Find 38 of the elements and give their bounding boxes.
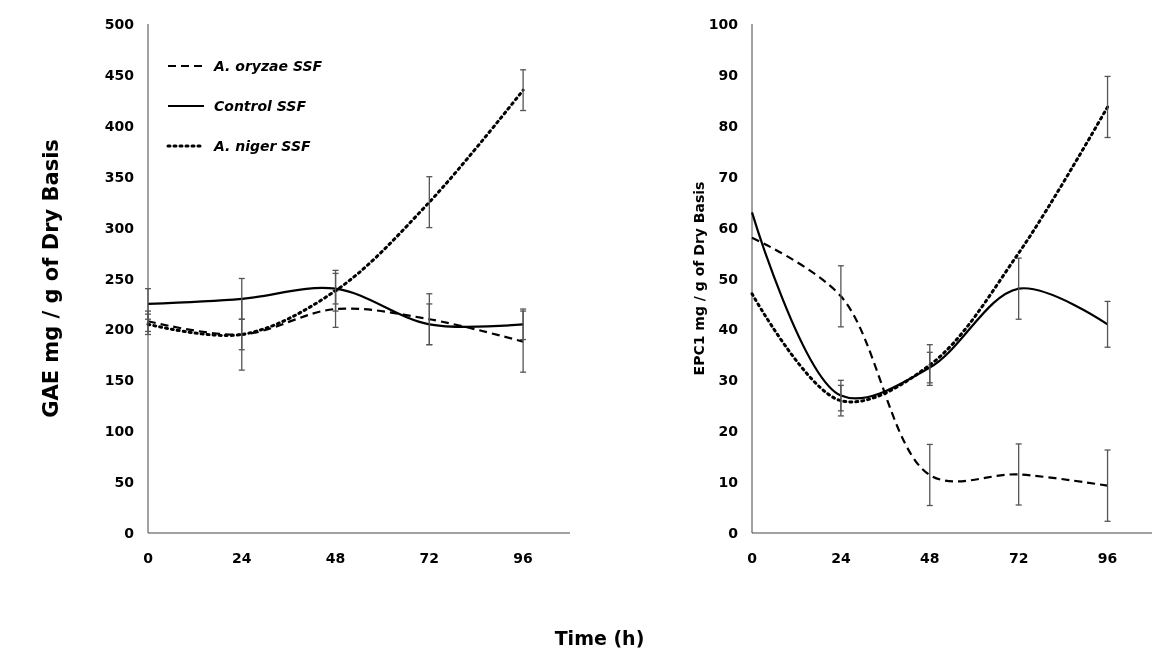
- y-tick-label: 90: [718, 66, 739, 83]
- y-tick-label: 200: [104, 321, 135, 338]
- x-axis-title: Time (h): [554, 627, 645, 649]
- y-tick-label: 100: [104, 423, 135, 440]
- y-tick-label: 0: [728, 525, 739, 541]
- legend-label: A. oryzae SSF: [213, 58, 323, 74]
- x-tick-label: 0: [143, 550, 154, 566]
- legend-label: A. niger SSF: [213, 138, 312, 154]
- y-tick-label: 20: [718, 423, 739, 440]
- y-tick-label: 450: [104, 66, 135, 83]
- y-tick-label: 500: [104, 16, 135, 32]
- y-axis-title: GAE mg / g of Dry Basis: [39, 139, 63, 418]
- x-tick-label: 96: [1097, 550, 1118, 566]
- y-tick-label: 0: [124, 525, 135, 541]
- x-tick-label: 48: [325, 550, 346, 566]
- y-tick-label: 250: [104, 270, 135, 287]
- x-tick-label: 24: [831, 550, 851, 566]
- y-tick-label: 350: [104, 168, 135, 185]
- x-tick-label: 24: [232, 550, 252, 566]
- x-tick-label: 72: [419, 550, 440, 566]
- y-tick-label: 400: [104, 117, 135, 134]
- x-tick-label: 72: [1008, 550, 1029, 566]
- y-tick-label: 60: [718, 219, 739, 236]
- y-tick-label: 50: [114, 474, 135, 491]
- y-tick-label: 80: [718, 117, 739, 134]
- y-tick-label: 300: [104, 219, 135, 236]
- x-tick-label: 0: [747, 550, 758, 566]
- x-tick-label: 96: [513, 550, 533, 566]
- x-tick-label: 48: [920, 550, 940, 566]
- y-tick-label: 40: [718, 321, 739, 338]
- y-tick-label: 150: [104, 372, 135, 389]
- y-axis-title: EPC1 mg / g of Dry Basis: [691, 181, 707, 376]
- y-tick-label: 10: [718, 474, 739, 491]
- y-tick-label: 100: [708, 16, 739, 32]
- legend-label: Control SSF: [214, 98, 307, 114]
- y-tick-label: 70: [718, 168, 739, 185]
- y-tick-label: 30: [718, 372, 739, 389]
- y-tick-label: 50: [718, 270, 739, 287]
